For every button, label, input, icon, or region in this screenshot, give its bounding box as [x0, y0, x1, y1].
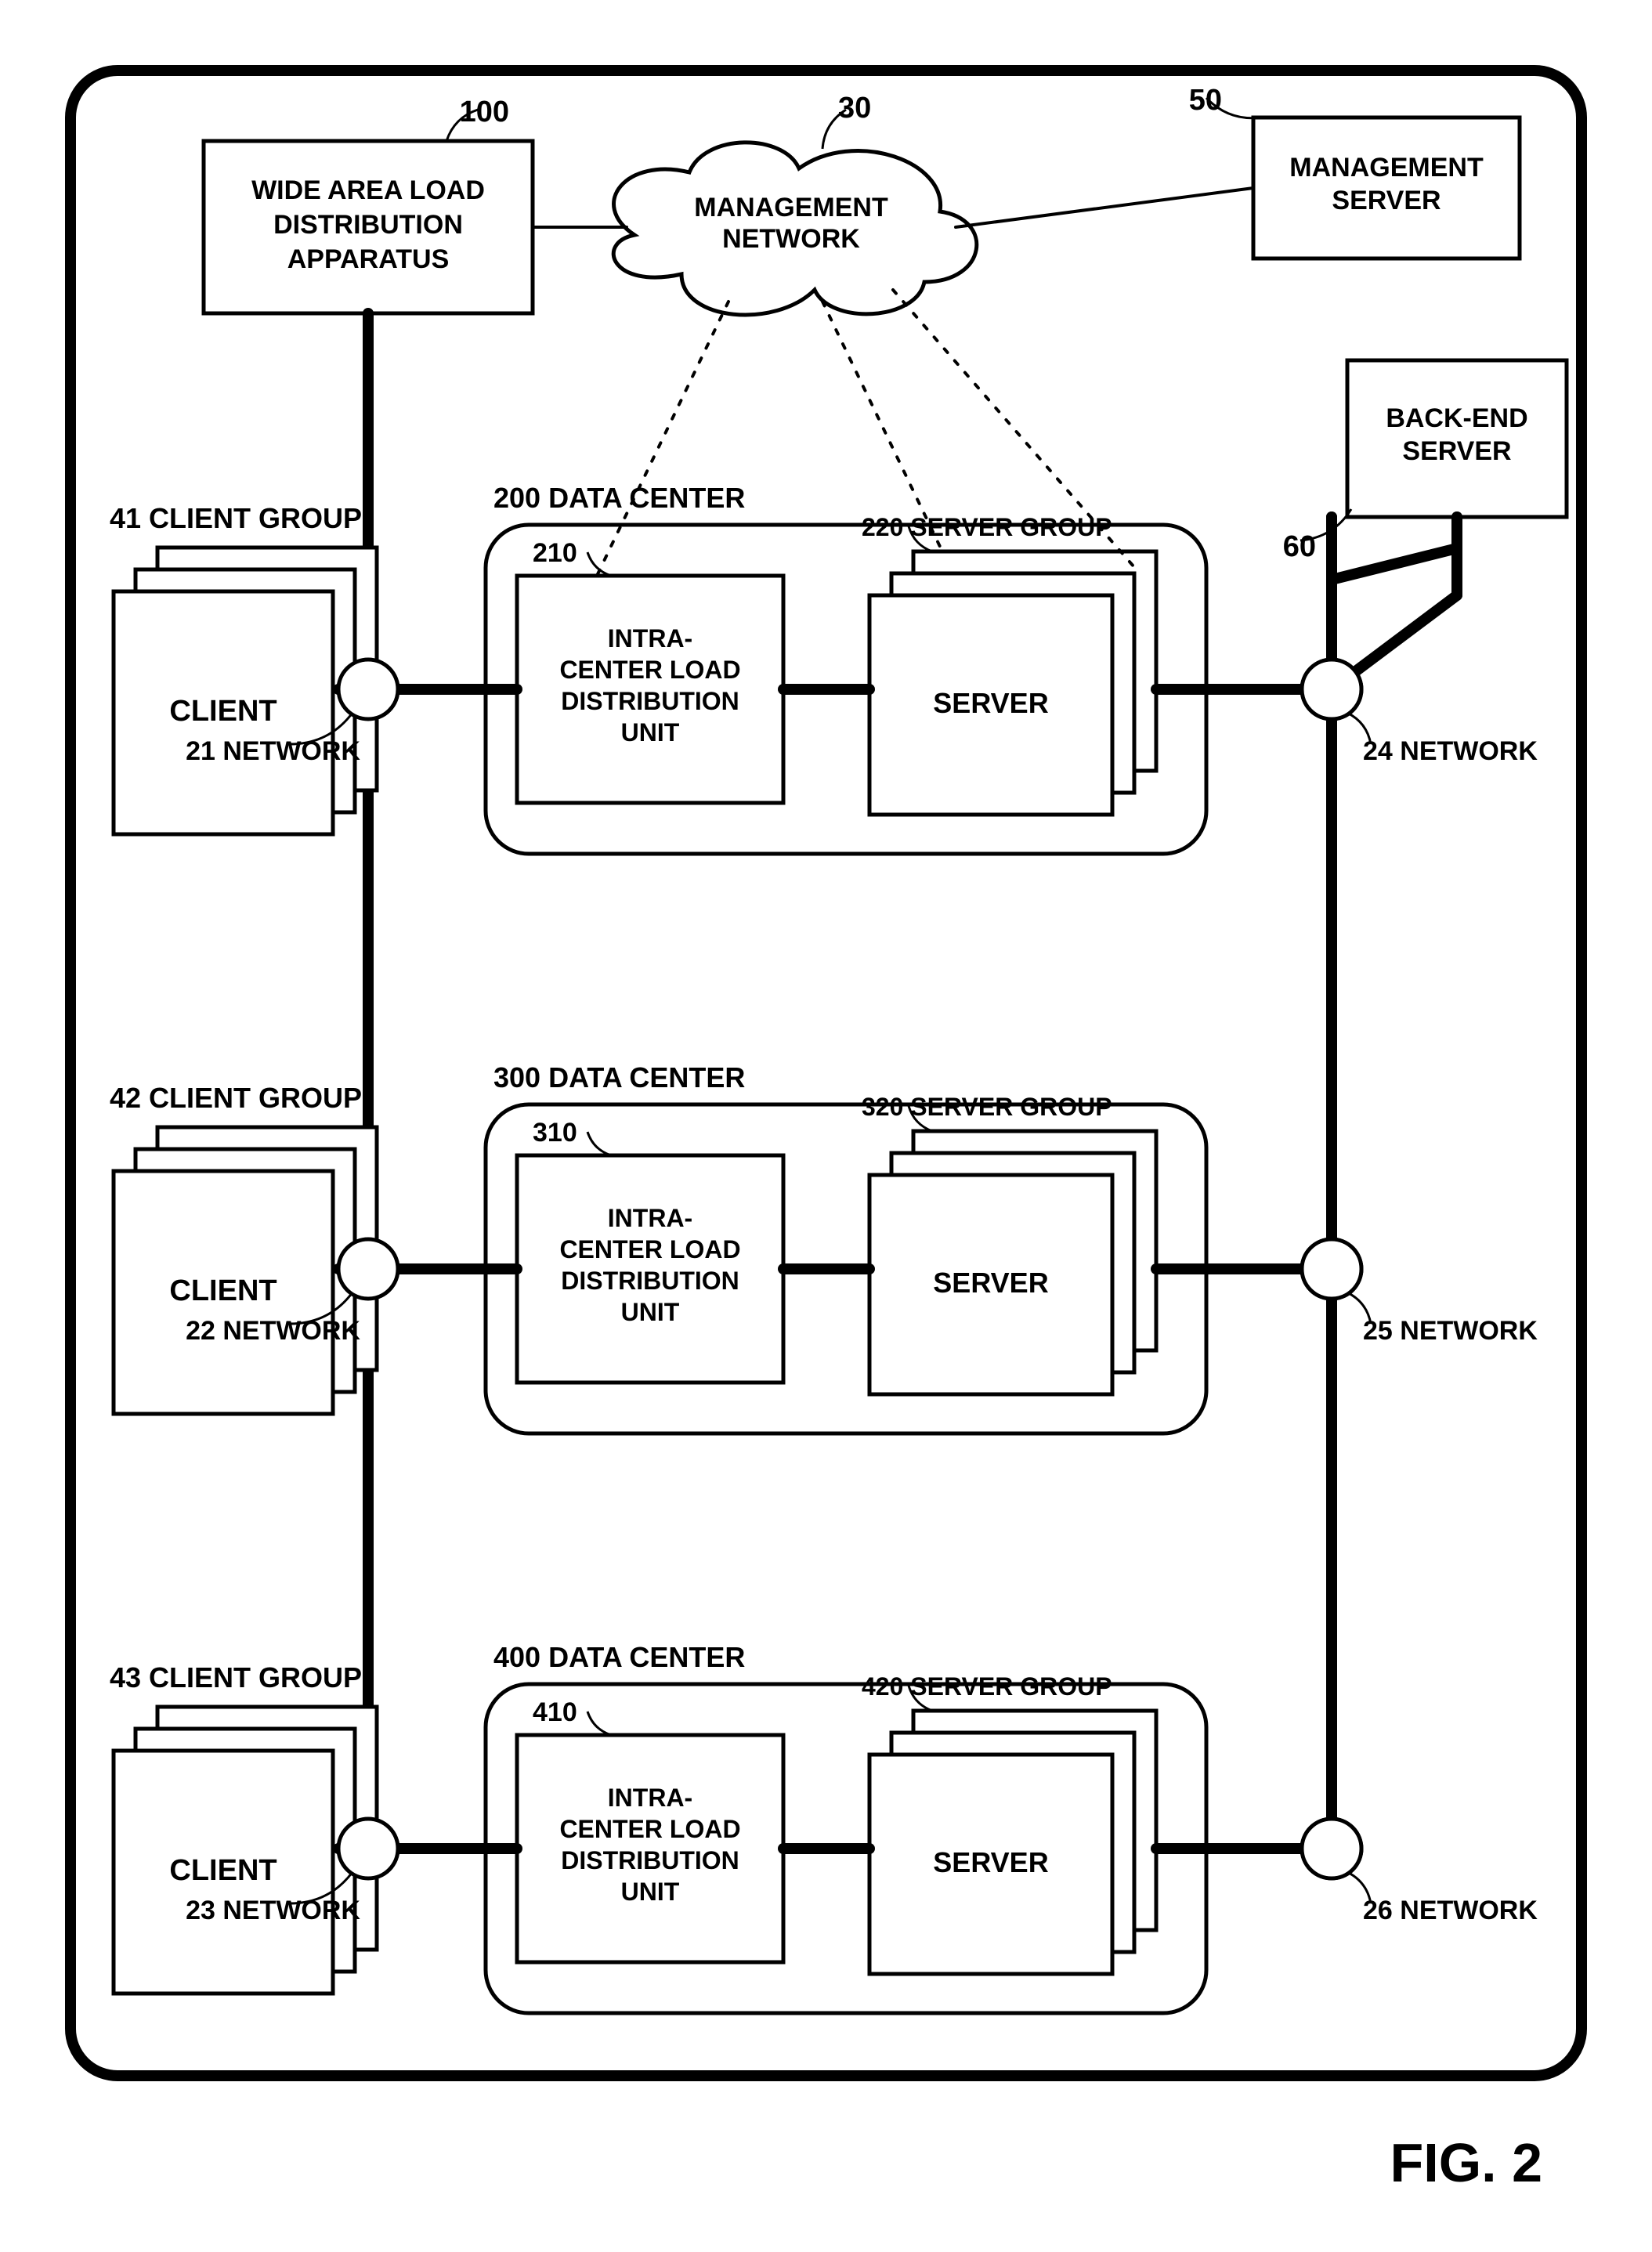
mgmt-server-id: 50: [1189, 84, 1222, 117]
mgmt-network-text: MANAGEMENT: [694, 193, 888, 222]
net-left-label-1: 22 NETWORK: [186, 1316, 360, 1346]
backend-text: SERVER: [1402, 436, 1511, 466]
wide-area-text: WIDE AREA LOAD: [251, 175, 485, 205]
wide-area-text: DISTRIBUTION: [273, 210, 463, 240]
node-right-top: [1302, 1239, 1361, 1299]
client-text-0: CLIENT: [169, 695, 277, 728]
server-group-label-2: 420 SERVER GROUP: [862, 1672, 1112, 1701]
load-text-2: UNIT: [621, 1878, 680, 1906]
net-right-label-2: 26 NETWORK: [1363, 1896, 1538, 1925]
figure-label: FIG. 2: [1390, 2132, 1542, 2193]
datacenter-label-0: 200 DATA CENTER: [493, 482, 745, 514]
client-group-label-2: 43 CLIENT GROUP: [110, 1661, 362, 1694]
server-text-0: SERVER: [933, 687, 1048, 719]
node-left-top: [338, 660, 398, 719]
load-id-0: 210: [533, 538, 577, 568]
load-text-2: DISTRIBUTION: [561, 1846, 739, 1874]
load-text-0: INTRA-: [608, 624, 692, 652]
mgmt-server-text: SERVER: [1332, 186, 1441, 215]
wide-area-id: 100: [460, 96, 509, 128]
net-right-label-1: 25 NETWORK: [1363, 1316, 1538, 1346]
net-left-label-2: 23 NETWORK: [186, 1896, 360, 1925]
server-text-1: SERVER: [933, 1267, 1048, 1299]
client-group-label-1: 42 CLIENT GROUP: [110, 1082, 362, 1114]
backend-text: BACK-END: [1386, 403, 1527, 433]
load-text-1: UNIT: [621, 1298, 680, 1326]
load-text-1: INTRA-: [608, 1204, 692, 1232]
load-text-0: DISTRIBUTION: [561, 687, 739, 715]
load-text-2: CENTER LOAD: [559, 1815, 740, 1843]
datacenter-label-1: 300 DATA CENTER: [493, 1061, 745, 1093]
node-right-top: [1302, 660, 1361, 719]
load-id-1: 310: [533, 1118, 577, 1148]
load-text-1: DISTRIBUTION: [561, 1267, 739, 1295]
net-left-label-0: 21 NETWORK: [186, 736, 360, 766]
server-group-label-1: 320 SERVER GROUP: [862, 1093, 1112, 1121]
client-text-1: CLIENT: [169, 1274, 277, 1307]
load-id-2: 410: [533, 1697, 577, 1727]
server-text-2: SERVER: [933, 1846, 1048, 1878]
mgmt-network-text: NETWORK: [722, 224, 860, 254]
server-group-label-0: 220 SERVER GROUP: [862, 513, 1112, 541]
client-text-2: CLIENT: [169, 1854, 277, 1887]
mgmt-server-text: MANAGEMENT: [1289, 153, 1484, 183]
wide-area-text: APPARATUS: [287, 244, 450, 274]
backend-id: 60: [1283, 530, 1316, 563]
node-left-top: [338, 1819, 398, 1878]
mgmt-network-id: 30: [838, 92, 871, 125]
node-left-top: [338, 1239, 398, 1299]
client-group-label-0: 41 CLIENT GROUP: [110, 502, 362, 534]
node-right-top: [1302, 1819, 1361, 1878]
load-text-2: INTRA-: [608, 1784, 692, 1812]
load-text-0: UNIT: [621, 718, 680, 746]
load-text-0: CENTER LOAD: [559, 656, 740, 684]
datacenter-label-2: 400 DATA CENTER: [493, 1641, 745, 1673]
load-text-1: CENTER LOAD: [559, 1235, 740, 1263]
net-right-label-0: 24 NETWORK: [1363, 736, 1538, 766]
